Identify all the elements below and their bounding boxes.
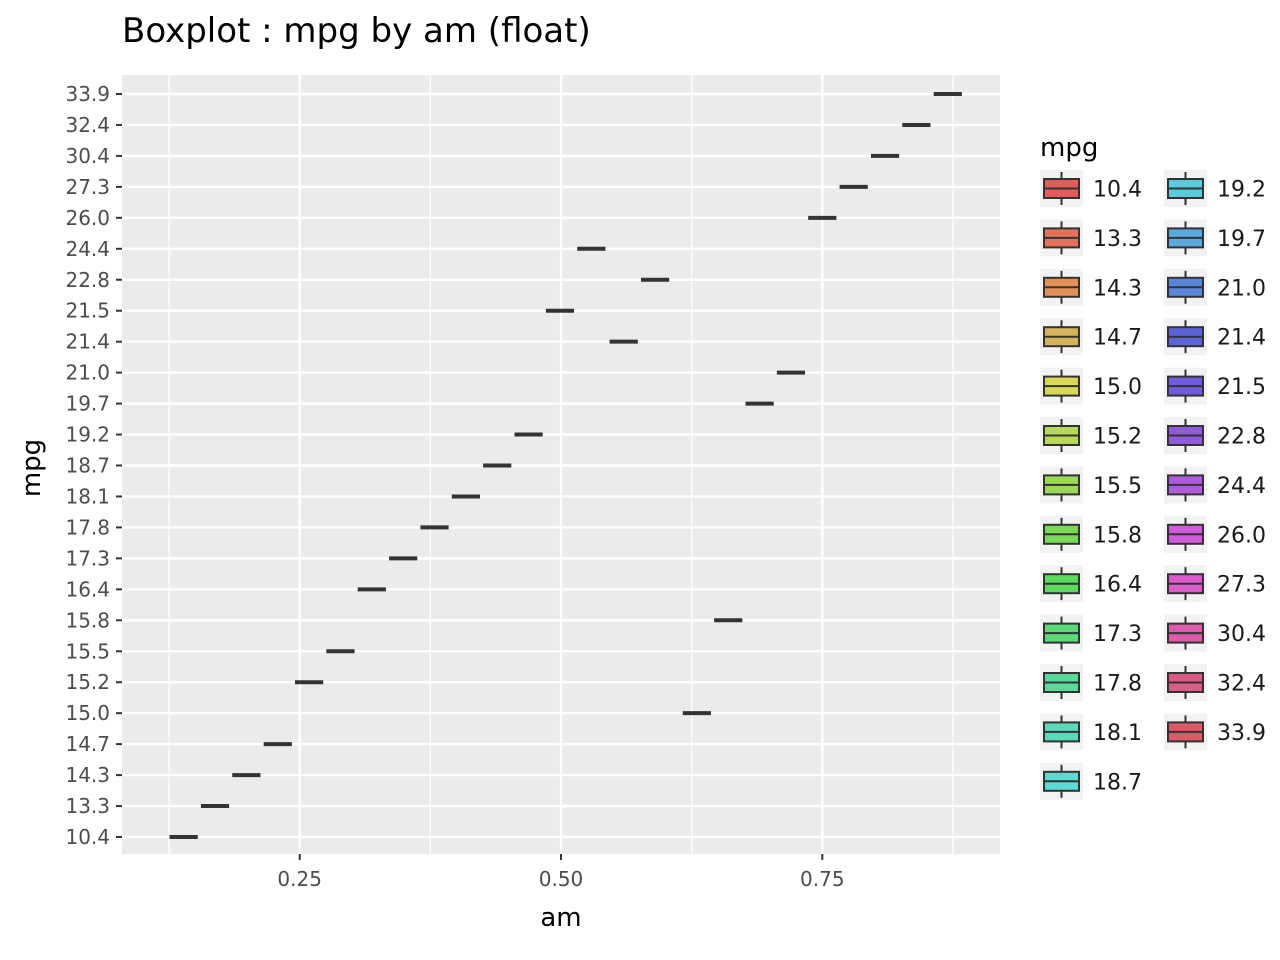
legend-label: 17.8	[1093, 672, 1142, 697]
chart-title: Boxplot : mpg by am (float)	[122, 11, 591, 51]
y-tick-label: 26.0	[65, 206, 110, 230]
legend-item: 14.7	[1040, 318, 1142, 356]
legend-item: 26.0	[1164, 515, 1266, 553]
legend-label: 27.3	[1217, 573, 1266, 598]
box-marks	[169, 92, 962, 839]
y-tick-label: 15.2	[65, 670, 110, 694]
legend-label: 26.0	[1217, 523, 1266, 548]
y-tick-label: 32.4	[65, 113, 110, 137]
legend-label: 19.7	[1217, 227, 1266, 252]
legend-label: 18.1	[1093, 721, 1142, 746]
legend-label: 15.8	[1093, 523, 1142, 548]
legend-label: 18.7	[1093, 770, 1142, 795]
legend-item: 32.4	[1164, 664, 1266, 701]
legend: mpg 10.4 13.3 14.3 14.7 15.0 15.2 15.5 15.8 16.4…	[1040, 133, 1266, 800]
legend-label: 19.2	[1217, 178, 1266, 203]
y-tick-label: 18.1	[65, 484, 110, 508]
y-tick-label: 17.8	[65, 515, 110, 539]
legend-item: 18.7	[1040, 762, 1142, 800]
y-tick-label: 16.4	[65, 577, 110, 601]
legend-item: 17.3	[1040, 614, 1142, 652]
legend-label: 21.5	[1217, 375, 1266, 400]
y-tick-label: 30.4	[65, 144, 110, 168]
legend-item: 21.0	[1164, 268, 1266, 306]
legend-title: mpg	[1040, 133, 1098, 163]
y-tick-label: 14.3	[65, 763, 110, 787]
legend-label: 15.5	[1093, 474, 1142, 499]
legend-label: 10.4	[1093, 178, 1142, 203]
legend-label: 21.4	[1217, 326, 1266, 351]
legend-label: 17.3	[1093, 622, 1142, 647]
y-tick-label: 21.5	[65, 299, 110, 323]
legend-item: 10.4	[1040, 170, 1142, 207]
y-tick-label: 14.7	[65, 732, 110, 756]
legend-item: 15.2	[1040, 417, 1142, 454]
legend-label: 13.3	[1093, 227, 1142, 252]
y-tick-label: 15.5	[65, 639, 110, 663]
legend-label: 14.7	[1093, 326, 1142, 351]
y-tick-label: 22.8	[65, 268, 110, 292]
y-tick-label: 27.3	[65, 175, 110, 199]
y-axis-ticks: 10.4 13.3 14.3 14.7 15.0 15.2 15.5 15.8 16.4 17.3…	[65, 82, 122, 849]
x-tick-label: 0.25	[277, 867, 322, 891]
legend-item: 15.0	[1040, 367, 1142, 405]
legend-item: 17.8	[1040, 664, 1142, 701]
legend-item: 21.4	[1164, 318, 1266, 356]
legend-label: 22.8	[1217, 425, 1266, 450]
legend-item: 19.7	[1164, 219, 1266, 257]
x-axis-title: am	[540, 903, 581, 933]
x-tick-label: 0.75	[800, 867, 845, 891]
y-tick-label: 15.8	[65, 608, 110, 632]
legend-label: 16.4	[1093, 573, 1142, 598]
x-tick-label: 0.50	[539, 867, 584, 891]
legend-label: 30.4	[1217, 622, 1266, 647]
y-tick-label: 13.3	[65, 794, 110, 818]
legend-item: 13.3	[1040, 219, 1142, 257]
y-tick-label: 10.4	[65, 825, 110, 849]
y-tick-label: 18.7	[65, 454, 110, 478]
legend-item: 19.2	[1164, 170, 1266, 207]
legend-item: 14.3	[1040, 268, 1142, 306]
y-tick-label: 33.9	[65, 82, 110, 106]
legend-label: 24.4	[1217, 474, 1266, 499]
legend-item: 15.5	[1040, 466, 1142, 504]
legend-label: 33.9	[1217, 721, 1266, 746]
legend-item: 33.9	[1164, 713, 1266, 751]
legend-item: 16.4	[1040, 565, 1142, 603]
legend-item: 24.4	[1164, 466, 1266, 504]
legend-item: 22.8	[1164, 417, 1266, 454]
y-tick-label: 15.0	[65, 701, 110, 725]
legend-label: 32.4	[1217, 672, 1266, 697]
y-tick-label: 17.3	[65, 546, 110, 570]
legend-item: 15.8	[1040, 515, 1142, 553]
legend-label: 21.0	[1217, 276, 1266, 301]
x-axis-ticks: 0.25 0.50 0.75	[277, 854, 845, 891]
legend-label: 15.0	[1093, 375, 1142, 400]
grid-lines	[122, 75, 1000, 854]
y-tick-label: 21.0	[65, 361, 110, 385]
legend-item: 30.4	[1164, 614, 1266, 652]
legend-label: 14.3	[1093, 276, 1142, 301]
y-axis-title: mpg	[17, 439, 47, 497]
legend-label: 15.2	[1093, 425, 1142, 450]
y-tick-label: 24.4	[65, 237, 110, 261]
legend-item: 18.1	[1040, 713, 1142, 751]
legend-item: 21.5	[1164, 367, 1266, 405]
y-tick-label: 19.7	[65, 392, 110, 416]
legend-item: 27.3	[1164, 565, 1266, 603]
y-tick-label: 19.2	[65, 423, 110, 447]
y-tick-label: 21.4	[65, 330, 110, 354]
